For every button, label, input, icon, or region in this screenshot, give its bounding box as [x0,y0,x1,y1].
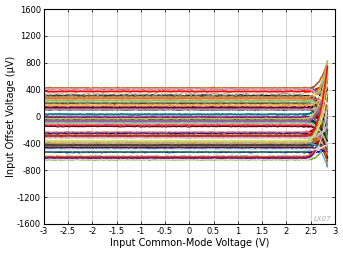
Y-axis label: Input Offset Voltage (μV): Input Offset Voltage (μV) [5,56,15,177]
Text: LX07: LX07 [314,216,332,222]
X-axis label: Input Common-Mode Voltage (V): Input Common-Mode Voltage (V) [110,239,269,248]
